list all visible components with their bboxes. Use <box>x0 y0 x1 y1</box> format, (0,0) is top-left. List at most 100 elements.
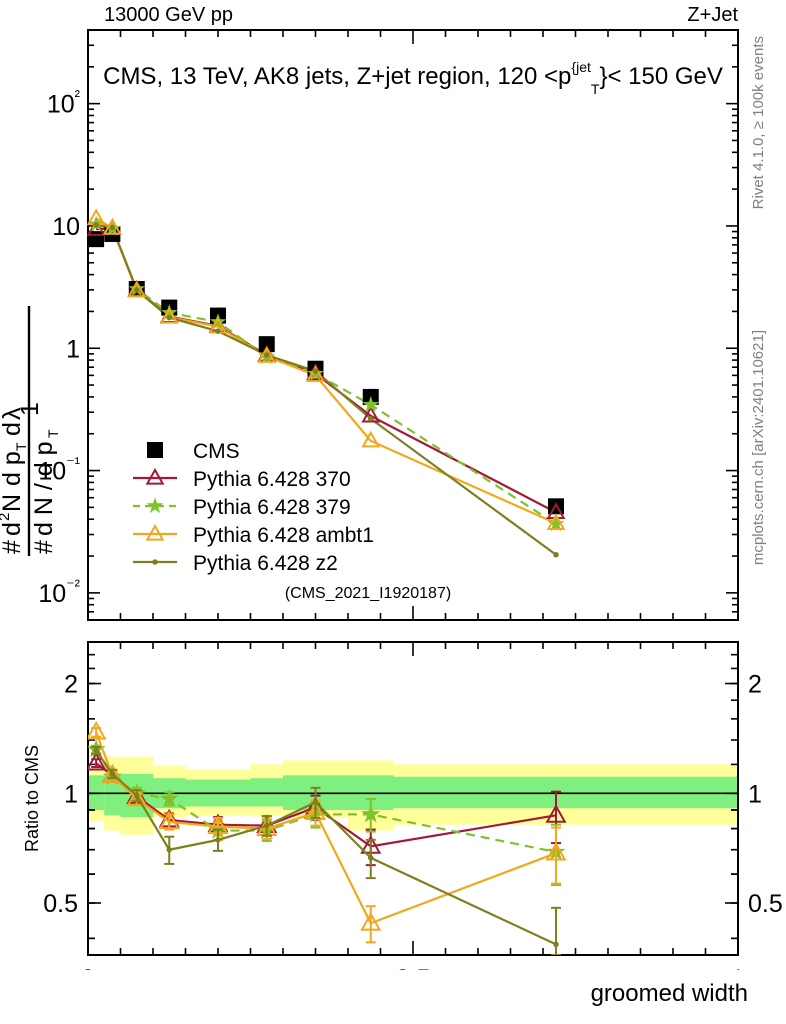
header-beam: 13000 GeV pp <box>104 4 233 26</box>
ylabel-num-d: d <box>0 522 26 536</box>
datapoint-pythia-6-428-ambt1 <box>102 218 122 235</box>
datapoint-pythia-6-428-ambt1 <box>546 513 566 530</box>
ratio-ytick-label-right: 1 <box>748 780 762 808</box>
main-plot-frame <box>87 29 739 621</box>
legend-label-0: CMS <box>193 440 240 463</box>
ratio-datapoint-pythia-6-428-ambt1 <box>158 810 180 830</box>
ylabel-one: 1 <box>16 402 44 416</box>
main-ytick-label: 1 <box>66 335 80 363</box>
legend-marker-1 <box>145 467 165 485</box>
ratio-datapoint-pythia-6-428-370 <box>88 751 107 771</box>
ratio-datapoint-pythia-6-428-z2 <box>264 822 270 829</box>
title-sub: T <box>591 81 600 97</box>
title-pre: CMS, 13 TeV, AK8 jets, Z+jet region, 120… <box>103 63 571 90</box>
datapoint-cms <box>88 231 105 248</box>
ylabel-num-hash: # <box>0 540 26 554</box>
main-plot: 10² 10 1 10⁻¹ 10⁻² CMS, 13 TeV, AK8 jets, Z+j… <box>38 29 739 621</box>
ylabel-num-dpt: d p <box>0 451 26 486</box>
main-ytick-label: 10² <box>47 89 81 119</box>
ratio-datapoint-pythia-6-428-379 <box>159 788 179 807</box>
datapoint-pythia-6-428-ambt1 <box>127 280 147 298</box>
ratio-ytick-label-left: 1 <box>64 780 78 808</box>
ratio-datapoint-pythia-6-428-ambt1 <box>101 764 123 783</box>
ylabel-num-T: T <box>13 442 29 451</box>
ylabel-den-T: T <box>45 429 58 438</box>
title-post: }< 150 GeV <box>599 63 722 90</box>
ratio-datapoint-pythia-6-428-ambt1 <box>360 911 382 931</box>
datapoint-pythia-6-428-z2 <box>264 352 270 358</box>
xtick-label: 1 <box>731 965 745 970</box>
ylabel-den-main: d N / d p <box>30 442 58 537</box>
datapoint-cms <box>258 336 275 353</box>
ratio-datapoint-pythia-6-428-z2 <box>312 799 319 805</box>
ylabel-den-hash: # <box>30 540 58 554</box>
datapoint-pythia-6-428-z2 <box>215 328 221 334</box>
ratio-ytick-label-right: 0.5 <box>748 890 783 918</box>
legend-marker-3 <box>145 523 165 541</box>
main-ytick-label: 10⁻¹ <box>38 456 80 486</box>
datapoint-pythia-6-428-ambt1 <box>361 430 381 448</box>
datapoint-pythia-6-428-379 <box>209 313 227 330</box>
main-ytick-label: 10 <box>52 213 80 241</box>
xaxis-label: groomed width <box>590 980 748 1007</box>
ratio-datapoint-pythia-6-428-ambt1 <box>88 721 107 740</box>
datapoint-pythia-6-428-z2 <box>553 551 559 558</box>
datapoint-pythia-6-428-ambt1 <box>159 306 179 324</box>
legend-entry-3: Pythia 6.428 ambt1 <box>133 523 374 547</box>
ratio-band-inner <box>104 773 121 816</box>
xtick-label: 0 <box>81 965 95 970</box>
ratio-datapoint-pythia-6-428-ambt1 <box>126 787 148 807</box>
legend-entry-0: CMS <box>147 440 240 463</box>
legend-entry-2: Pythia 6.428 379 <box>133 496 351 519</box>
datapoint-pythia-6-428-379 <box>362 396 380 412</box>
ylabel-num-d2: d <box>0 422 26 436</box>
legend-label-3: Pythia 6.428 ambt1 <box>193 524 374 547</box>
datapoint-pythia-6-428-379 <box>160 304 178 320</box>
datapoint-pythia-6-428-z2 <box>93 222 99 228</box>
legend-label-2: Pythia 6.428 379 <box>193 496 351 519</box>
ratio-datapoint-pythia-6-428-379 <box>361 804 381 823</box>
title-sup: {jet <box>571 59 591 75</box>
legend-marker-0 <box>147 442 163 458</box>
ratio-ytick-label-left: 0.5 <box>43 890 78 918</box>
ylabel-num-N: N <box>0 494 26 512</box>
ratio-datapoint-pythia-6-428-z2 <box>368 855 374 861</box>
datapoint-pythia-6-428-z2 <box>166 314 172 321</box>
ratio-plot: 2 2 1 1 0.5 0.5 0 0.5 1 <box>43 641 783 970</box>
ratio-ytick-label-left: 2 <box>64 671 78 699</box>
ratio-series-group <box>88 721 567 955</box>
ratio-datapoint-pythia-6-428-370 <box>545 804 567 823</box>
datapoint-pythia-6-428-379 <box>547 515 565 532</box>
datapoint-pythia-6-428-z2 <box>368 416 374 422</box>
legend-entry-4: Pythia 6.428 z2 <box>133 552 338 575</box>
datapoint-pythia-6-428-z2 <box>109 224 116 231</box>
datapoint-pythia-6-428-z2 <box>134 287 140 293</box>
ratio-band-inner <box>250 778 283 807</box>
analysis-id-watermark: (CMS_2021_I1920187) <box>285 585 451 602</box>
main-plot-title: CMS, 13 TeV, AK8 jets, Z+jet region, 120… <box>103 59 723 97</box>
legend-marker-4 <box>152 559 158 565</box>
main-ytick-exponent: ⁻¹ <box>66 456 80 473</box>
ylabel-num-sup2: 2 <box>0 513 13 521</box>
main-ytick-label: 10⁻² <box>38 578 80 608</box>
legend-label-1: Pythia 6.428 370 <box>193 468 351 491</box>
ratio-datapoint-pythia-6-428-z2 <box>166 846 172 853</box>
legend-label-4: Pythia 6.428 z2 <box>193 552 338 575</box>
main-ytick-exponent: ² <box>75 89 81 106</box>
main-ylabel: # d 2 N d p T d λ # d N / d p T 1 <box>0 28 58 588</box>
datapoint-pythia-6-428-z2 <box>312 368 319 374</box>
legend-marker-2 <box>146 497 164 514</box>
ratio-datapoint-pythia-6-428-z2 <box>93 747 99 754</box>
ratio-datapoint-pythia-6-428-z2 <box>215 837 221 843</box>
datapoint-pythia-6-428-ambt1 <box>306 365 325 382</box>
ratio-datapoint-pythia-6-428-z2 <box>134 792 140 799</box>
ratio-datapoint-pythia-6-428-ambt1 <box>545 841 567 861</box>
ylabel-num-lambda: λ <box>0 407 26 420</box>
ratio-datapoint-pythia-6-428-z2 <box>553 941 559 948</box>
header-region: Z+Jet <box>687 4 738 26</box>
legend-entry-1: Pythia 6.428 370 <box>133 467 351 491</box>
xtick-label: 0.5 <box>396 965 431 970</box>
datapoint-pythia-6-428-ambt1 <box>257 346 277 363</box>
ratio-datapoint-pythia-6-428-z2 <box>109 771 116 777</box>
ratio-ytick-label-right: 2 <box>748 671 762 699</box>
